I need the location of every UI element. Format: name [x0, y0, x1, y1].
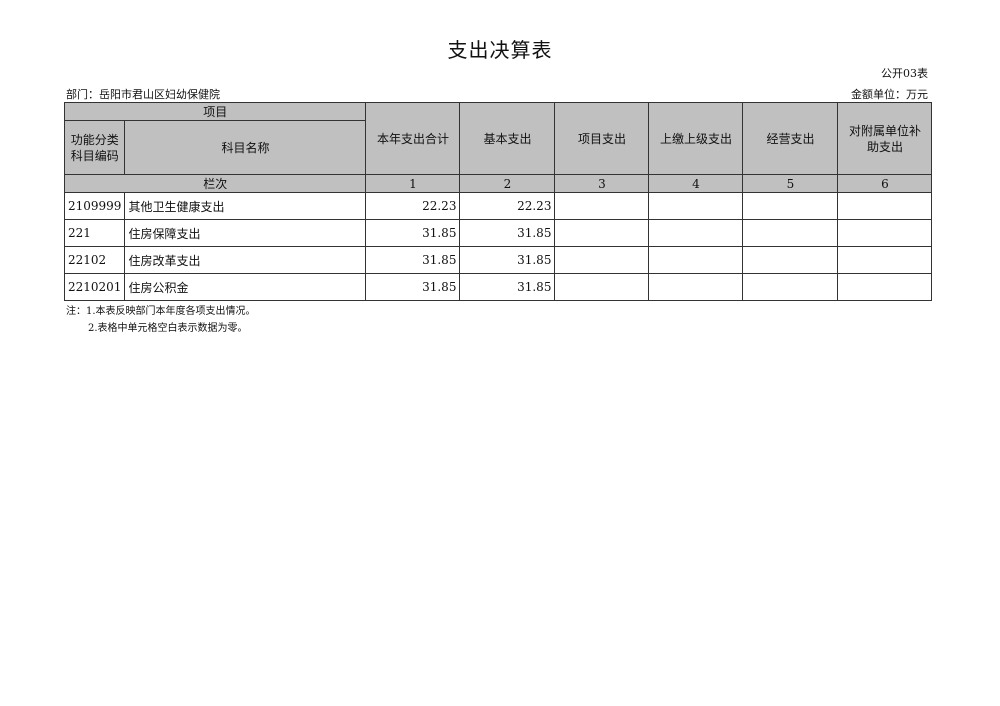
- row-code: 2210201: [63, 273, 126, 301]
- row-code: 22102: [63, 246, 126, 274]
- header-code: 功能分类科目编码: [63, 120, 126, 175]
- col-number: 5: [742, 174, 839, 193]
- row-index-label: 栏次: [63, 174, 367, 193]
- row-value: [742, 246, 839, 274]
- row-code: 2109999: [63, 192, 126, 220]
- col-number: 6: [837, 174, 933, 193]
- amount-unit: 金额单位：万元: [851, 88, 928, 101]
- row-value: [648, 273, 744, 301]
- row-value: 22.23: [459, 192, 556, 220]
- row-value: [554, 192, 650, 220]
- header-col-2: 基本支出: [459, 102, 556, 175]
- row-value: [837, 246, 933, 274]
- col-number: 4: [648, 174, 744, 193]
- row-name: 其他卫生健康支出: [124, 192, 367, 220]
- row-value: 31.85: [365, 219, 461, 247]
- row-value: [837, 192, 933, 220]
- table-code: 公开03表: [881, 67, 928, 80]
- page-title: 支出决算表: [447, 38, 553, 62]
- row-value: [554, 246, 650, 274]
- department: 部门：岳阳市君山区妇幼保健院: [66, 88, 220, 101]
- expenditure-table: 项目 本年支出合计 基本支出 项目支出 上缴上级支出 经营支出 对附属单位补助支…: [63, 102, 933, 301]
- row-value: [742, 219, 839, 247]
- col-number: 3: [554, 174, 650, 193]
- note-2: 2.表格中单元格空白表示数据为零。: [88, 323, 248, 334]
- table-row: 2210201 住房公积金 31.85 31.85: [63, 273, 933, 301]
- col-number: 2: [459, 174, 556, 193]
- row-name: 住房公积金: [124, 273, 367, 301]
- header-col-1: 本年支出合计: [365, 102, 461, 175]
- row-value: 22.23: [365, 192, 461, 220]
- row-value: [837, 273, 933, 301]
- row-value: 31.85: [365, 273, 461, 301]
- row-value: [554, 219, 650, 247]
- note-1: 注：1.本表反映部门本年度各项支出情况。: [66, 306, 256, 317]
- row-value: [837, 219, 933, 247]
- row-name: 住房改革支出: [124, 246, 367, 274]
- row-code: 221: [63, 219, 126, 247]
- header-col-3: 项目支出: [554, 102, 650, 175]
- row-value: [648, 246, 744, 274]
- table-row: 221 住房保障支出 31.85 31.85: [63, 219, 933, 247]
- row-value: [742, 273, 839, 301]
- row-value: 31.85: [459, 273, 556, 301]
- row-value: [742, 192, 839, 220]
- row-value: [648, 219, 744, 247]
- row-value: 31.85: [365, 246, 461, 274]
- row-value: 31.85: [459, 219, 556, 247]
- table-row: 22102 住房改革支出 31.85 31.85: [63, 246, 933, 274]
- row-value: 31.85: [459, 246, 556, 274]
- header-col-4: 上缴上级支出: [648, 102, 744, 175]
- header-col-5: 经营支出: [742, 102, 839, 175]
- notes: 注：1.本表反映部门本年度各项支出情况。 2.表格中单元格空白表示数据为零。: [66, 303, 256, 337]
- col-number: 1: [365, 174, 461, 193]
- row-name: 住房保障支出: [124, 219, 367, 247]
- header-col-6: 对附属单位补助支出: [837, 102, 933, 175]
- header-name: 科目名称: [124, 120, 367, 175]
- header-project: 项目: [63, 102, 367, 121]
- row-value: [554, 273, 650, 301]
- row-value: [648, 192, 744, 220]
- table-row: 2109999 其他卫生健康支出 22.23 22.23: [63, 192, 933, 220]
